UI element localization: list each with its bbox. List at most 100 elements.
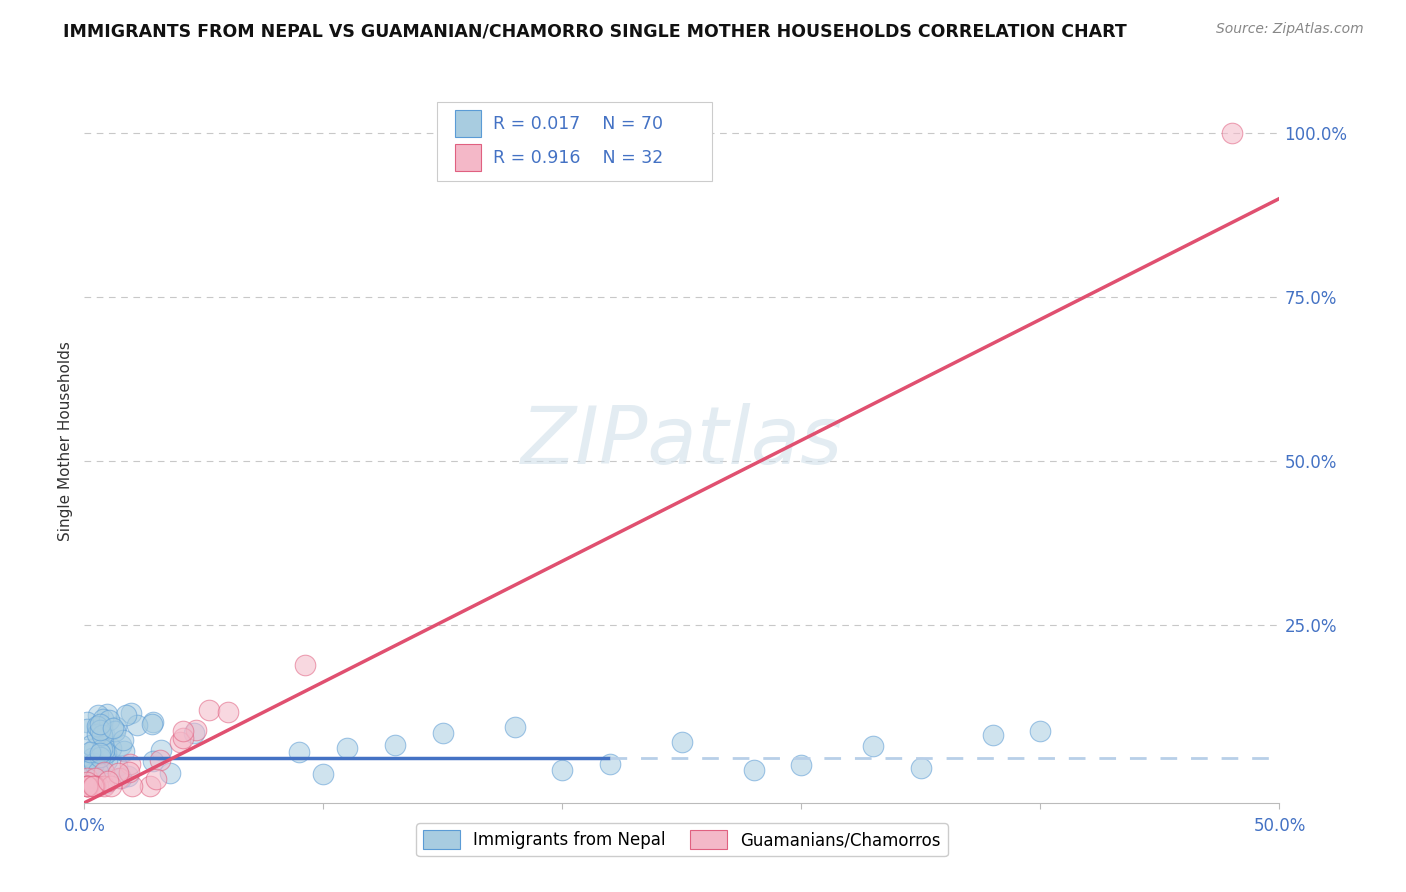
Point (172, 731, 194, 745)
Point (84, 771, 107, 785)
Point (86, 780, 108, 794)
Point (93, 764, 115, 779)
Point (503, 720, 526, 734)
Point (183, 726, 205, 740)
Bar (456, 144, 481, 171)
Point (1029, 724, 1052, 739)
Point (125, 718, 148, 732)
Point (981, 728, 1004, 742)
Point (90, 754, 112, 768)
Point (100, 780, 122, 794)
Point (384, 738, 406, 752)
Point (141, 717, 163, 731)
Point (118, 764, 141, 779)
Point (145, 772, 167, 786)
Point (108, 771, 131, 785)
Point (89, 750, 111, 764)
Point (76, 723, 98, 737)
Point (76, 780, 98, 794)
Point (84, 773, 107, 788)
Point (80, 739, 103, 753)
Point (79, 745, 101, 759)
Point (671, 735, 693, 749)
Point (432, 726, 454, 740)
Point (87, 707, 110, 722)
Point (198, 703, 221, 717)
Point (551, 763, 574, 777)
Bar (456, 110, 481, 137)
Point (96, 707, 118, 722)
Point (217, 705, 239, 719)
Point (100, 741, 122, 756)
Point (86, 727, 108, 741)
Point (89, 716, 111, 731)
Point (294, 657, 316, 672)
Point (105, 720, 128, 734)
Point (86, 765, 108, 780)
Point (93, 733, 115, 747)
Point (790, 757, 813, 772)
Y-axis label: Single Mother Households: Single Mother Households (58, 342, 73, 541)
Point (120, 706, 142, 721)
Point (1220, 126, 1243, 140)
Point (97, 773, 120, 788)
Point (910, 761, 932, 775)
Point (107, 765, 129, 780)
Point (82, 780, 104, 794)
Point (142, 755, 165, 769)
Point (91, 718, 114, 732)
Point (110, 771, 132, 785)
Point (76, 780, 98, 794)
Point (117, 769, 139, 783)
Point (742, 763, 765, 777)
Point (91, 712, 114, 726)
Point (115, 708, 138, 723)
Point (97, 713, 120, 727)
Legend: Immigrants from Nepal, Guamanians/Chamorros: Immigrants from Nepal, Guamanians/Chamor… (416, 823, 948, 856)
Point (862, 739, 884, 754)
Text: IMMIGRANTS FROM NEPAL VS GUAMANIAN/CHAMORRO SINGLE MOTHER HOUSEHOLDS CORRELATION: IMMIGRANTS FROM NEPAL VS GUAMANIAN/CHAMO… (63, 22, 1128, 40)
Text: ZIPatlas: ZIPatlas (520, 402, 844, 481)
Point (184, 723, 207, 737)
Point (89, 746, 111, 760)
Point (77, 780, 100, 794)
Point (83, 742, 105, 756)
Point (105, 759, 128, 773)
Point (103, 721, 125, 735)
Point (77, 764, 100, 779)
Point (86, 718, 108, 732)
Point (138, 780, 160, 794)
Point (83, 780, 105, 794)
Point (80, 766, 103, 780)
Point (142, 715, 165, 730)
Point (112, 744, 135, 758)
Point (76, 780, 98, 794)
Point (112, 732, 135, 747)
Point (93, 780, 115, 794)
Point (121, 780, 143, 794)
Point (87, 720, 110, 734)
Point (76, 772, 98, 787)
Point (94, 775, 117, 789)
Point (110, 738, 132, 752)
Point (76, 714, 98, 729)
Point (84, 780, 107, 794)
Point (82, 754, 104, 768)
Point (90, 724, 112, 739)
Text: R = 0.017    N = 70: R = 0.017 N = 70 (494, 115, 664, 133)
Point (599, 757, 621, 772)
Point (336, 741, 359, 756)
Point (172, 724, 194, 739)
Point (89, 723, 111, 738)
Text: R = 0.916    N = 32: R = 0.916 N = 32 (494, 149, 664, 167)
Point (288, 745, 311, 759)
FancyBboxPatch shape (437, 102, 711, 181)
Point (76, 771, 98, 785)
Point (94, 746, 117, 760)
Point (169, 735, 191, 749)
Point (150, 742, 173, 756)
Point (104, 724, 127, 739)
Point (149, 753, 172, 767)
Point (93, 727, 115, 741)
Point (93, 743, 115, 757)
